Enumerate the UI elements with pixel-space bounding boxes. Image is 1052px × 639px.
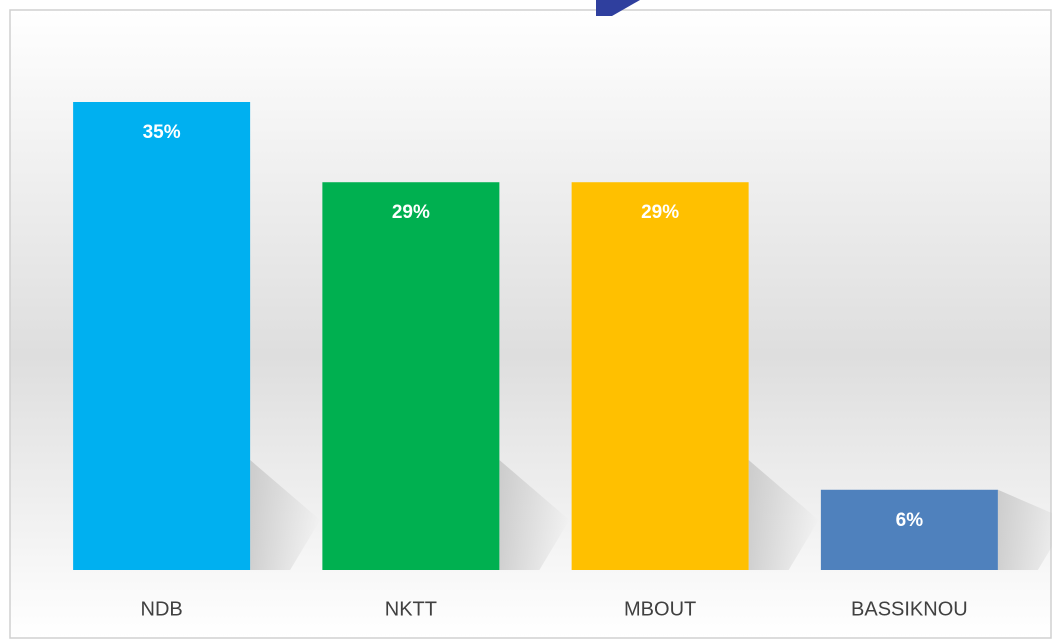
x-tick-label: NKTT bbox=[385, 598, 437, 620]
bar bbox=[571, 182, 749, 570]
plot-area: 35% NDB 29% NKTT 29% MBOUT 6% BASSIKNOU bbox=[73, 102, 1052, 620]
bar-shadow bbox=[997, 489, 1052, 570]
x-tick-label: NDB bbox=[141, 598, 183, 620]
bar bbox=[322, 182, 500, 570]
bar-shadow bbox=[499, 460, 570, 570]
value-label: 6% bbox=[896, 510, 924, 531]
bar bbox=[820, 489, 998, 570]
bar-shadow bbox=[748, 460, 819, 570]
x-tick-label: MBOUT bbox=[624, 598, 696, 620]
value-label: 29% bbox=[392, 202, 430, 223]
value-label: 35% bbox=[143, 122, 181, 143]
value-label: 29% bbox=[641, 202, 679, 223]
bar-shadow bbox=[250, 460, 321, 570]
bar bbox=[73, 102, 251, 570]
x-tick-label: BASSIKNOU bbox=[851, 598, 968, 620]
decor-slash bbox=[596, 0, 640, 16]
